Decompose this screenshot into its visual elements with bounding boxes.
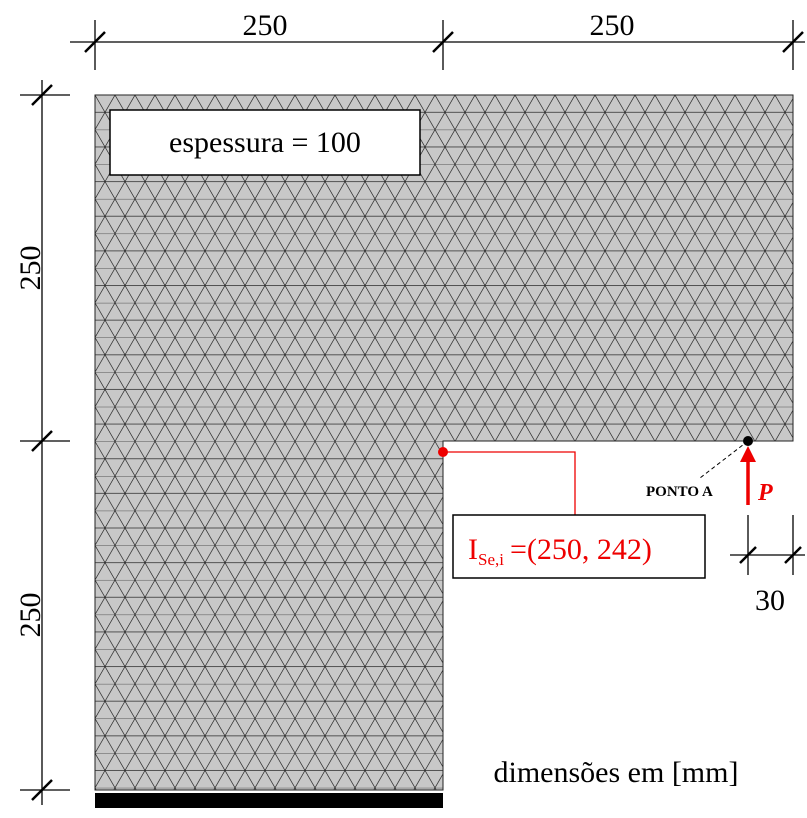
intersection-box [452,514,706,579]
symbol: I [468,533,478,566]
dimension-lines [20,20,805,805]
load-label: P [757,480,773,506]
coords: =(250, 242) [510,533,652,566]
load-arrowhead [740,446,756,462]
intersection-point [438,447,448,457]
thickness-box [109,109,421,176]
dim-left-upper: 250 [14,246,47,291]
point-label: PONTO A [646,484,713,500]
intersection-label: ISe,i =(250, 242) [468,533,652,569]
subscript: Se,i [478,550,504,569]
dim-top-left: 250 [243,9,288,42]
units-note: dimensões em [mm] [494,756,739,789]
support [95,793,443,808]
leader-line [443,451,576,515]
point-a [743,436,753,446]
plate [94,94,794,791]
dim-left-lower: 250 [14,593,47,638]
thickness-label: espessura = 100 [169,126,361,159]
dim-offset: 30 [755,584,785,617]
point-leader [699,440,749,479]
dim-top-right: 250 [590,9,635,42]
